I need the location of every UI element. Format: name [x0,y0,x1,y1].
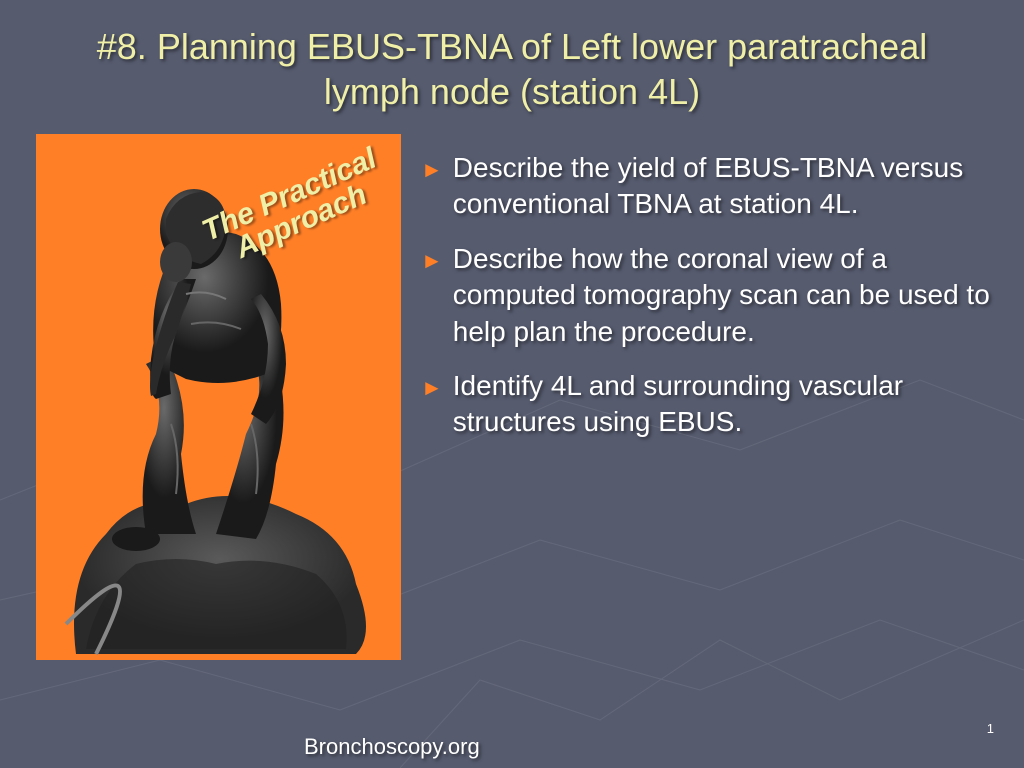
bullet-arrow-icon: ► [421,375,443,401]
bullet-arrow-icon: ► [421,157,443,183]
bullet-item: ► Identify 4L and surrounding vascular s… [421,368,998,441]
page-number: 1 [987,721,994,736]
slide-title: #8. Planning EBUS-TBNA of Left lower par… [0,0,1024,126]
content-area: The Practical Approach ► Describe the yi… [0,126,1024,660]
bullet-item: ► Describe how the coronal view of a com… [421,241,998,350]
footer-source: Bronchoscopy.org [304,734,480,760]
bullet-list: ► Describe the yield of EBUS-TBNA versus… [421,134,1004,660]
bullet-arrow-icon: ► [421,248,443,274]
bullet-text: Identify 4L and surrounding vascular str… [453,368,998,441]
bullet-text: Describe the yield of EBUS-TBNA versus c… [453,150,998,223]
bullet-item: ► Describe the yield of EBUS-TBNA versus… [421,150,998,223]
bullet-text: Describe how the coronal view of a compu… [453,241,998,350]
thinker-image: The Practical Approach [36,134,401,660]
